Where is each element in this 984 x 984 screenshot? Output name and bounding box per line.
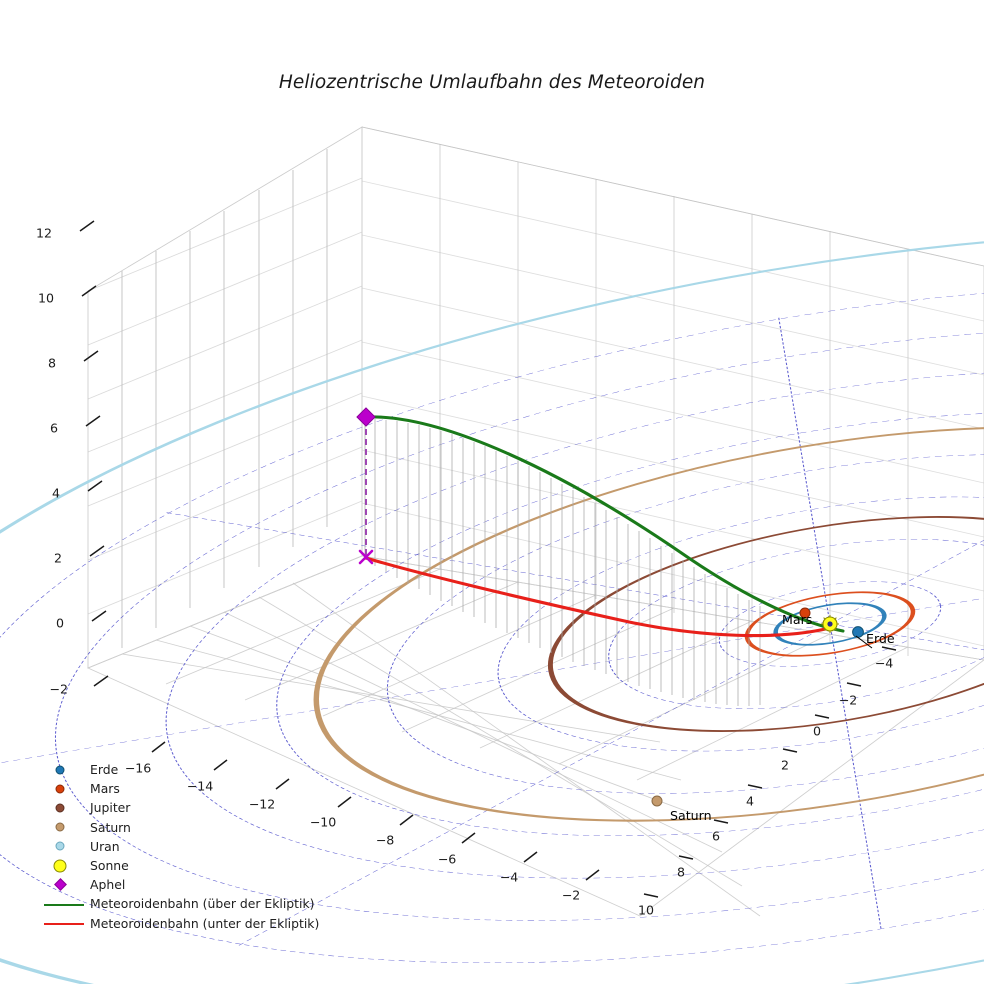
erde-label: Erde	[866, 631, 895, 646]
legend-item-label: Saturn	[90, 819, 131, 835]
x-axis-tick-label: −2	[561, 887, 581, 903]
y-axis-tick-label: 6	[711, 828, 721, 844]
trajectory-droplines	[364, 418, 761, 706]
z-axis-tick-label: −2	[49, 681, 68, 697]
body-markers	[651, 607, 864, 807]
trajectory-below-ecliptic	[364, 556, 832, 638]
y-axis-tick-label: 8	[676, 864, 686, 880]
legend-line-swatch	[44, 923, 84, 926]
legend-circle-marker-icon	[55, 803, 65, 813]
legend-item-meteoroidenbahn[interactable]: Meteoroidenbahn (über der Ekliptik)	[44, 894, 319, 913]
legend-item-label: Aphel	[90, 877, 126, 893]
orbit-mars	[744, 591, 916, 657]
legend-item-label: Jupiter	[90, 800, 131, 816]
y-axis-tick-label: 4	[745, 793, 755, 809]
y-axis-tick-label: 10	[637, 902, 655, 918]
y-axis-tick-label: 0	[812, 723, 822, 739]
legend-line-swatch	[44, 903, 84, 906]
axis-ticks	[79, 220, 897, 898]
legend-item-label: Meteoroidenbahn (unter der Ekliptik)	[90, 915, 320, 931]
orbit-erde	[773, 602, 887, 646]
legend-circle-marker-icon	[53, 859, 67, 873]
y-axis-tick-label: 2	[780, 757, 790, 773]
saturn-label: Saturn	[670, 808, 712, 823]
z-axis-tick-label: 8	[47, 355, 56, 371]
marker-erde	[852, 626, 864, 638]
planet-orbits	[0, 229, 984, 984]
x-axis-tick-label: −4	[499, 869, 519, 885]
legend-item-erde[interactable]: Erde	[44, 760, 319, 779]
y-axis-tick-label: −2	[838, 692, 858, 708]
aphel-marker	[356, 407, 376, 427]
legend-circle-marker-icon	[55, 841, 65, 851]
legend-item-label: Erde	[90, 762, 119, 778]
mars-label: Mars	[782, 612, 813, 627]
y-axis-tick-label: −4	[874, 655, 894, 671]
chart-title: Heliozentrische Umlaufbahn des Meteoroid…	[278, 72, 706, 93]
legend-item-label: Meteoroidenbahn (über der Ekliptik)	[90, 896, 315, 912]
z-axis-tick-label: 0	[55, 615, 64, 631]
x-axis-tick-label: −16	[124, 760, 152, 776]
orbit-saturn	[313, 426, 984, 822]
orbit-jupiter	[547, 516, 984, 732]
z-axis-tick-label: 6	[49, 420, 58, 436]
legend-item-sonne[interactable]: Sonne	[44, 856, 319, 875]
legend-item-mars[interactable]: Mars	[44, 779, 319, 798]
legend-item-saturn[interactable]: Saturn	[44, 818, 319, 837]
legend-circle-marker-icon	[55, 784, 65, 794]
z-axis-tick-label: 4	[51, 485, 60, 501]
x-axis-tick-label: −10	[309, 814, 337, 830]
legend-circle-marker-icon	[55, 765, 65, 775]
legend-item-label: Mars	[90, 781, 120, 797]
legend-item-aphel[interactable]: Aphel	[44, 875, 319, 894]
legend-item-jupiter[interactable]: Jupiter	[44, 798, 319, 817]
x-axis-tick-label: −14	[186, 778, 214, 794]
legend: Erde Mars Jupiter Saturn Uran Sonne Aphel Meteo…	[44, 760, 319, 933]
z-axis-tick-label: 2	[53, 550, 62, 566]
trajectory-above-ecliptic	[364, 415, 845, 633]
legend-item-uran[interactable]: Uran	[44, 837, 319, 856]
legend-diamond-marker-icon	[53, 878, 67, 892]
legend-item-label: Sonne	[90, 858, 129, 874]
x-axis-tick-label: −12	[248, 796, 276, 812]
x-axis-tick-label: −6	[437, 851, 457, 867]
marker-saturn	[651, 795, 663, 807]
legend-circle-marker-icon	[55, 822, 65, 832]
marker-mars	[799, 607, 811, 619]
x-axis-tick-label: −8	[375, 832, 395, 848]
axes-panes	[86, 126, 984, 917]
legend-item-label: Uran	[90, 838, 120, 854]
legend-item-meteoroidenbahn[interactable]: Meteoroidenbahn (unter der Ekliptik)	[44, 914, 319, 933]
z-axis-tick-label: 10	[37, 290, 54, 306]
orbit-uran	[0, 229, 984, 984]
pane-left-wall	[87, 126, 363, 669]
pane-back-wall	[361, 126, 984, 661]
marker-sonne	[820, 614, 840, 634]
z-axis-tick-label: 12	[35, 225, 52, 241]
erde-leader-line	[855, 635, 873, 649]
aphel-projection-x-icon	[358, 549, 374, 565]
